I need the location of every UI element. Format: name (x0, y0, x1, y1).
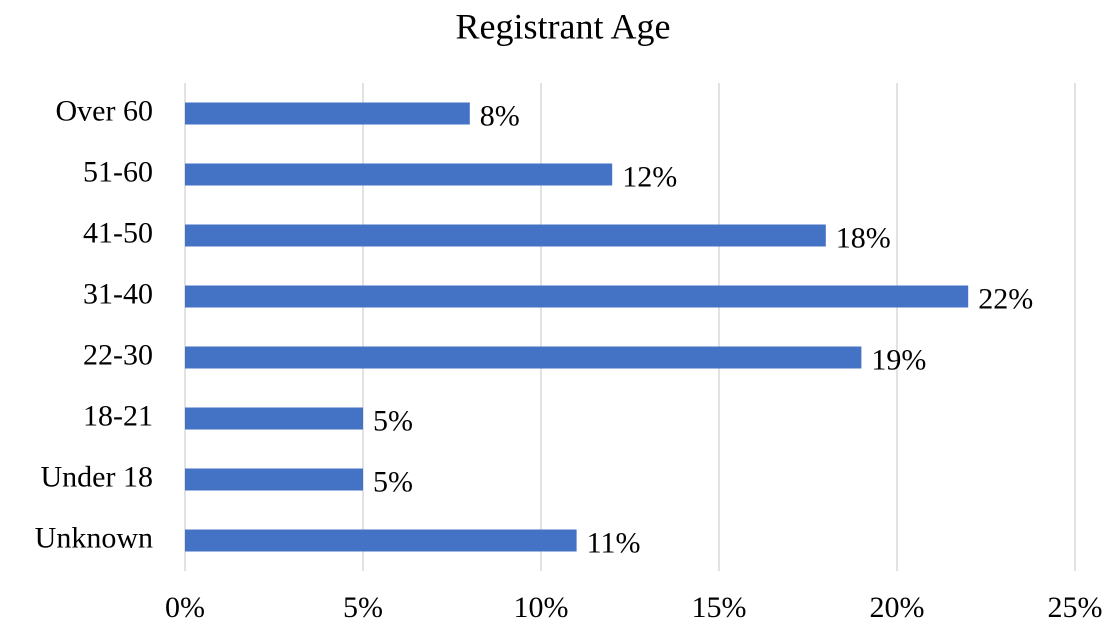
bar (185, 346, 862, 369)
y-tick-label: Over 60 (56, 94, 153, 127)
bar (185, 285, 969, 308)
data-label: 19% (871, 343, 926, 376)
bar (185, 468, 363, 491)
data-label: 12% (622, 160, 677, 193)
y-tick-label: 22-30 (83, 338, 153, 371)
x-tick-label: 0% (165, 591, 205, 624)
y-tick-label: 18-21 (83, 399, 153, 432)
y-tick-label: 31-40 (83, 277, 153, 310)
x-tick-label: 25% (1048, 591, 1103, 624)
chart-title: Registrant Age (456, 6, 671, 46)
data-label: 5% (373, 465, 413, 498)
y-tick-label: Under 18 (41, 460, 153, 493)
data-label: 11% (587, 526, 641, 559)
bar (185, 224, 826, 247)
bar (185, 407, 363, 430)
bar (185, 163, 613, 186)
data-label: 8% (480, 99, 520, 132)
bar (185, 529, 577, 552)
y-tick-label: Unknown (35, 521, 153, 554)
data-label: 22% (978, 282, 1033, 315)
x-tick-label: 5% (343, 591, 383, 624)
x-tick-label: 15% (692, 591, 747, 624)
data-label: 5% (373, 404, 413, 437)
x-tick-label: 10% (514, 591, 569, 624)
y-tick-label: 51-60 (83, 155, 153, 188)
bar (185, 102, 470, 125)
x-tick-label: 20% (870, 591, 925, 624)
data-label: 18% (836, 221, 891, 254)
y-tick-label: 41-50 (83, 216, 153, 249)
